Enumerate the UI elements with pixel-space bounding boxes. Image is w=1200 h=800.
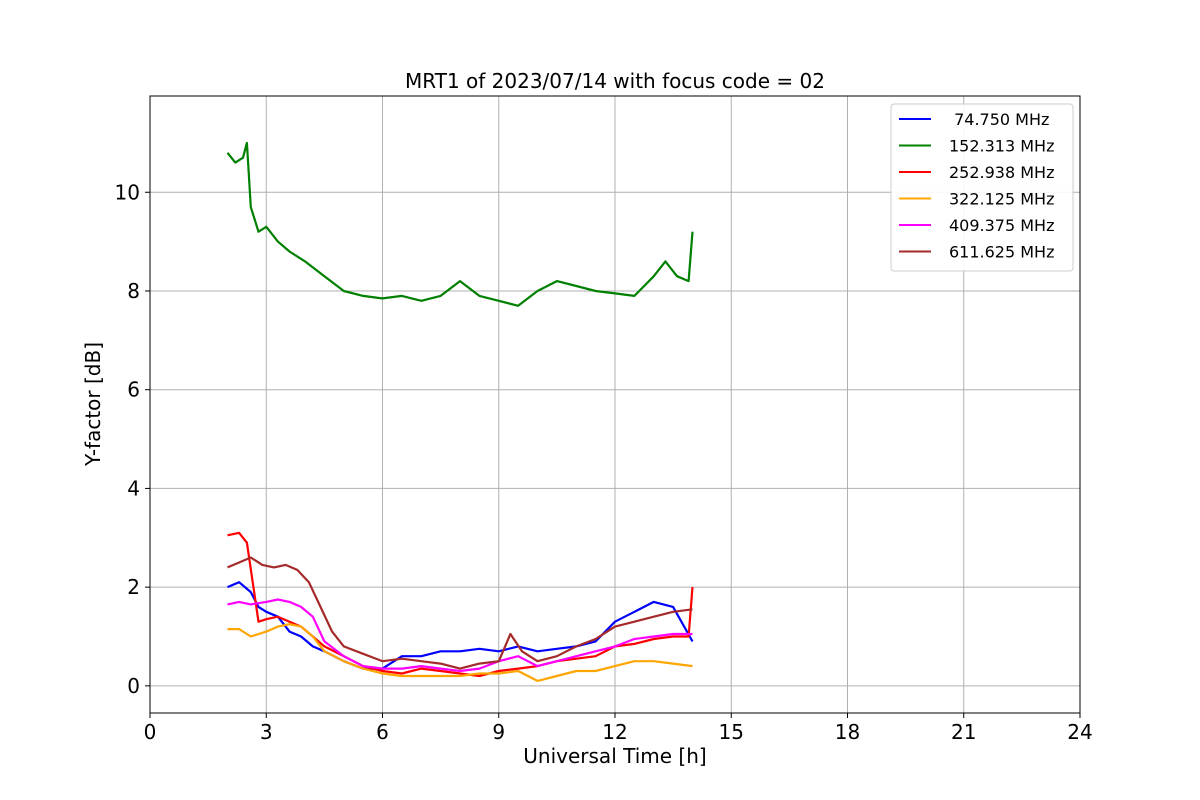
x-tick-label: 9 [492, 720, 505, 744]
legend-entry: 409.375 MHz [949, 216, 1054, 235]
y-tick-label: 2 [127, 575, 140, 599]
x-tick-label: 24 [1067, 720, 1092, 744]
series-line-3 [227, 623, 693, 683]
legend: 74.750 MHz 152.313 MHz 252.938 MHz 322.125 … [890, 103, 1074, 272]
series-line-1 [226, 141, 694, 307]
x-tick-label: 12 [602, 720, 627, 744]
y-tick-label: 4 [127, 476, 140, 500]
x-tick-label: 6 [376, 720, 389, 744]
y-tick-label: 8 [127, 279, 140, 303]
series-line-5 [227, 556, 693, 670]
x-tick-label: 18 [835, 720, 860, 744]
legend-entry: 252.938 MHz [949, 163, 1054, 182]
x-axis-label: Universal Time [h] [523, 744, 706, 768]
legend-box [890, 103, 1074, 272]
series-line-4 [227, 598, 693, 673]
y-tick-label: 0 [127, 674, 140, 698]
legend-entry: 322.125 MHz [949, 190, 1054, 209]
legend-entry: 152.313 MHz [949, 137, 1054, 156]
legend-entry: 611.625 MHz [949, 243, 1054, 262]
x-tick-label: 15 [719, 720, 744, 744]
legend-entry: 74.750 MHz [949, 110, 1049, 129]
series-group [226, 141, 694, 683]
y-tick-label: 10 [115, 180, 140, 204]
y-axis-label: Y-factor [dB] [81, 342, 105, 467]
x-tick-label: 3 [260, 720, 273, 744]
x-tick-label: 0 [144, 720, 157, 744]
chart-title: MRT1 of 2023/07/14 with focus code = 02 [405, 69, 825, 93]
x-tick-label: 21 [951, 720, 976, 744]
y-tick-label: 6 [127, 378, 140, 402]
